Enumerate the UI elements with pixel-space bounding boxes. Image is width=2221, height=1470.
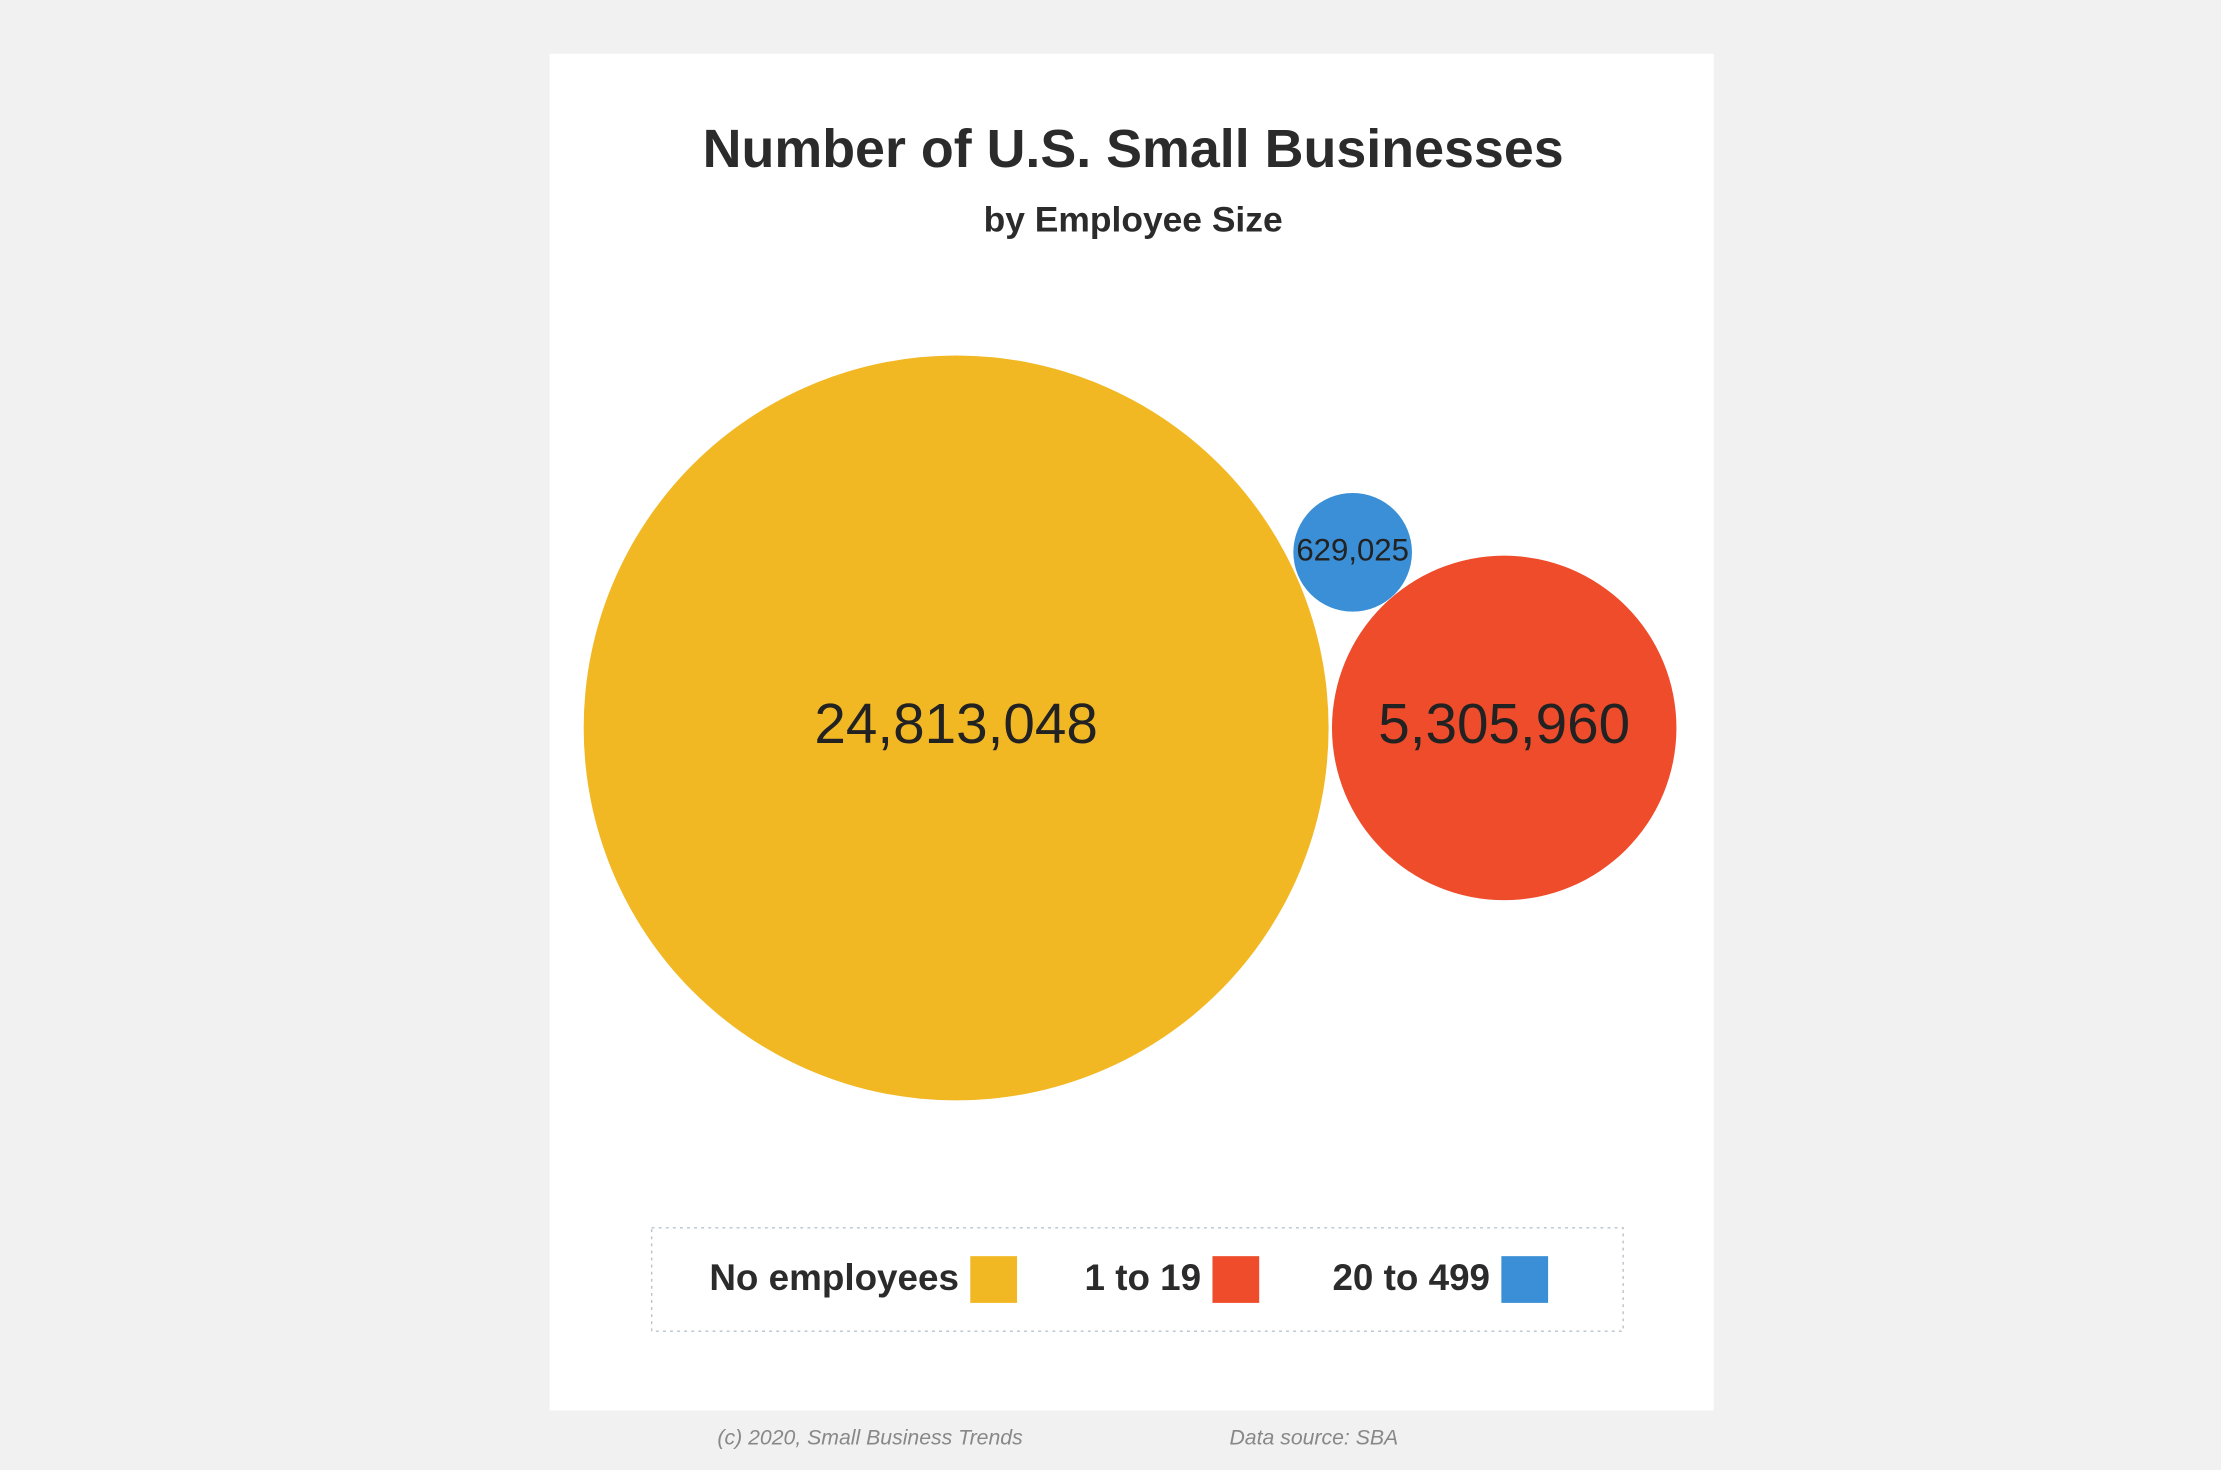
legend-swatch [1212, 1256, 1260, 1303]
bubble [1331, 555, 1677, 901]
chart-subtitle: by Employee Size [984, 200, 1283, 240]
value-label: 629,025 [1296, 533, 1409, 568]
value-label: 24,813,048 [814, 693, 1097, 756]
chart-title: Number of U.S. Small Businesses [703, 119, 1564, 179]
legend-label: 1 to 19 [1085, 1257, 1202, 1298]
legend-swatch [970, 1256, 1018, 1303]
bubble [1293, 493, 1412, 612]
legend-label: No employees [709, 1257, 959, 1298]
source: Data source: SBA [1229, 1425, 1398, 1449]
legend-label: 20 to 499 [1332, 1257, 1490, 1298]
credit: (c) 2020, Small Business Trends [717, 1425, 1023, 1449]
legend-swatch [1501, 1256, 1549, 1303]
bubble [583, 355, 1329, 1101]
value-label: 5,305,960 [1378, 693, 1630, 756]
